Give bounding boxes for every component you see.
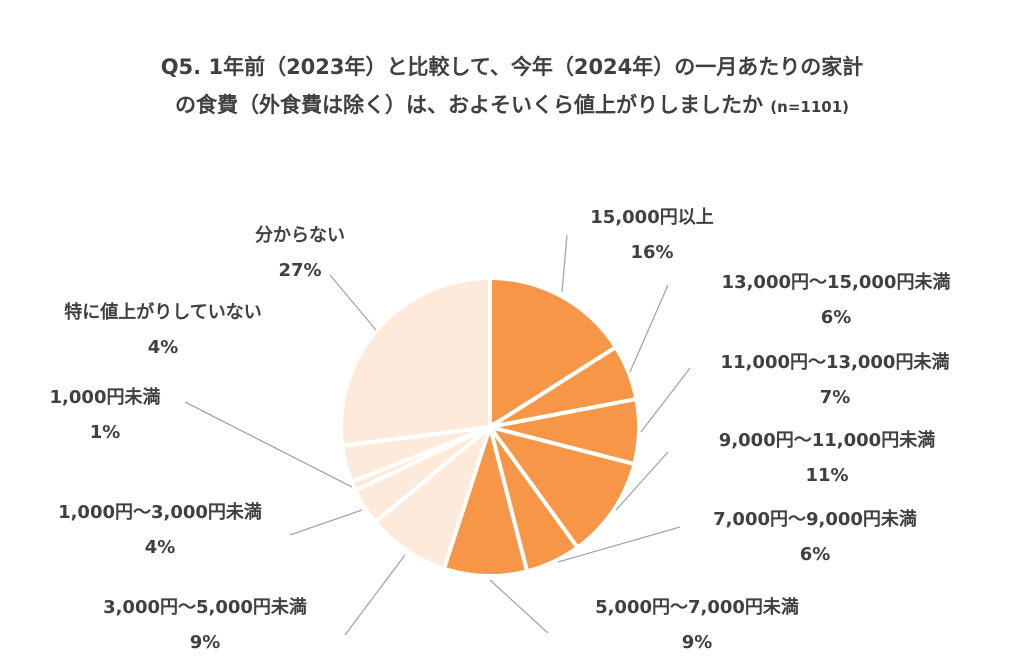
title-line-1: Q5. 1年前（2023年）と比較して、今年（2024年）の一月あたりの家計: [160, 55, 864, 79]
leader-line-6: [344, 554, 406, 636]
leader-line-8: [184, 401, 353, 488]
leader-line-1: [629, 284, 669, 373]
leader-line-7: [289, 509, 363, 536]
pie-slice-10: [339, 275, 492, 448]
data-label-8: 1,000円未満 1%: [49, 387, 161, 443]
leader-line-2: [640, 367, 691, 433]
data-label-4: 7,000円～9,000円未満 6%: [713, 509, 917, 565]
pie-slice-3: [485, 423, 637, 551]
data-label-10: 分からない 27%: [255, 225, 345, 281]
data-label-3: 9,000円～11,000円未満 11%: [718, 430, 936, 486]
leader-line-3: [615, 451, 669, 511]
data-label-7: 1,000円～3,000円未満 4%: [58, 502, 262, 558]
sample-size: (n=1101): [770, 98, 850, 116]
data-label-5: 5,000円～7,000円未満 9%: [595, 597, 799, 653]
data-label-2: 11,000円～13,000円未満 7%: [720, 352, 950, 408]
data-label-1: 13,000円～15,000円未満 6%: [721, 272, 951, 328]
pie-slice-0: [488, 275, 619, 431]
data-label-0: 15,000円以上 16%: [590, 207, 714, 263]
data-label-9: 特に値上がりしていない 4%: [64, 302, 262, 358]
leader-line-4: [557, 526, 681, 563]
leader-line-10: [329, 274, 377, 331]
leader-line-0: [561, 234, 568, 293]
chart-title: Q5. 1年前（2023年）と比較して、今年（2024年）の一月あたりの家計 の…: [0, 48, 1024, 126]
data-label-6: 3,000円～5,000円未満 9%: [103, 597, 307, 653]
leader-line-5: [489, 579, 549, 634]
title-line-2: の食費（外食費は除く）は、およそいくら値上がりしましたか (n=1101): [0, 86, 1024, 126]
title-line-2-text: の食費（外食費は除く）は、およそいくら値上がりしましたか: [174, 93, 763, 117]
